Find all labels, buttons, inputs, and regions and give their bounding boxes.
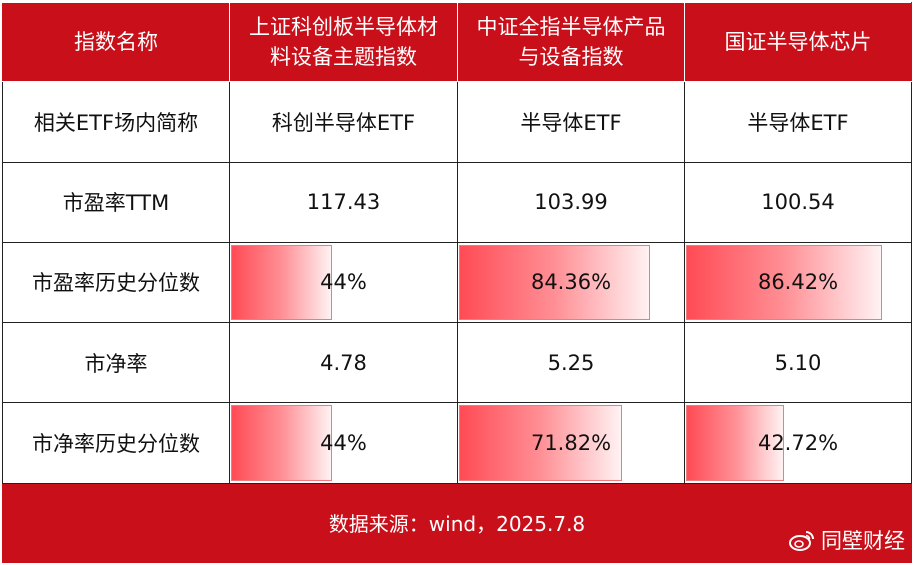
percentile-bar [459,244,650,321]
bar-cell: 84.36% [457,241,685,324]
header-index-1-line1: 上证科创板半导体材 [249,15,438,40]
header-index-name: 指数名称 [2,1,230,83]
bar-cell: 44% [229,241,458,324]
cell-value: 86.42% [757,270,839,295]
cell-value: 半导体ETF [457,81,685,163]
cell-value: 5.10 [684,322,912,404]
header-index-2-line2: 与设备指数 [518,45,624,70]
header-index-2: 中证全指半导体产品 与设备指数 [457,1,685,83]
header-index-1-line2: 料设备主题指数 [270,45,417,70]
cell-value: 84.36% [530,270,612,295]
cell-value: 100.54 [684,161,912,243]
cell-value: 科创半导体ETF [229,81,458,163]
cell-value: 42.72% [757,431,839,456]
cell-value: 半导体ETF [684,81,912,163]
watermark-text: 同壁财经 [821,529,905,553]
data-source-note: 数据来源：wind，2025.7.8 [2,482,912,564]
table-row: 市盈率历史分位数 44% 84.36% 86.42% [2,241,912,324]
bar-cell: 86.42% [684,241,912,324]
header-index-3: 国证半导体芯片 [684,1,912,83]
weibo-icon [789,529,815,551]
row-label: 市净率历史分位数 [2,402,230,484]
percentile-bar [459,405,622,481]
table-row: 相关ETF场内简称 科创半导体ETF 半导体ETF 半导体ETF [2,81,912,163]
cell-value: 44% [320,431,367,456]
percentile-bar [231,405,332,481]
cell-value: 5.25 [457,322,685,404]
bar-cell: 71.82% [457,402,685,484]
table-row: 市净率 4.78 5.25 5.10 [2,322,912,404]
cell-value: 117.43 [229,161,458,243]
cell-value: 71.82% [530,431,612,456]
header-index-1: 上证科创板半导体材 料设备主题指数 [229,1,458,83]
percentile-bar [231,244,332,321]
watermark: 同壁财经 [789,525,905,555]
percentile-bar [686,244,882,321]
table-row: 市净率历史分位数 44% 71.82% 42.72% [2,402,912,484]
row-label: 市净率 [2,322,230,404]
header-row: 指数名称 上证科创板半导体材 料设备主题指数 中证全指半导体产品 与设备指数 国… [2,1,912,83]
footer-row: 数据来源：wind，2025.7.8 [2,482,912,564]
percentile-bar [686,405,784,481]
cell-value: 4.78 [229,322,458,404]
bar-cell: 42.72% [684,402,912,484]
row-label: 相关ETF场内简称 [2,81,230,163]
header-index-2-line1: 中证全指半导体产品 [476,15,666,40]
table-row: 市盈率TTM 117.43 103.99 100.54 [2,161,912,243]
row-label: 市盈率TTM [2,161,230,243]
cell-value: 44% [320,270,367,295]
row-label: 市盈率历史分位数 [2,241,230,324]
cell-value: 103.99 [457,161,685,243]
bar-cell: 44% [229,402,458,484]
